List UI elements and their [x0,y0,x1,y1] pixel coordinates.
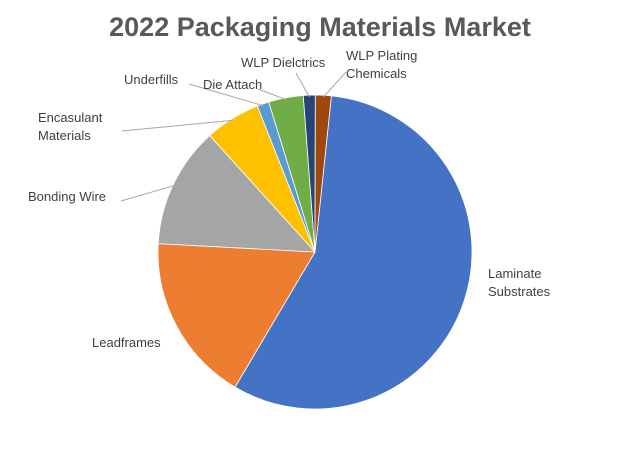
slice-label-wlp-plating-chemicals: WLP Plating Chemicals [346,48,417,81]
leader-line-bonding-wire [120,184,176,202]
pie-slice-wlp-plating-chemicals [314,94,332,253]
pie-slice-laminate-substrates [234,95,473,410]
leader-line-underfills [188,83,264,107]
slice-label-wlp-dielctrics: WLP Dielctrics [241,55,326,70]
pie-slice-bonding-wire [157,134,316,253]
slice-label-leadframes: Leadframes [92,335,161,350]
leader-line-encasulant-materials [121,119,234,132]
slice-label-die-attach: Die Attach [203,77,262,92]
slice-label-bonding-wire: Bonding Wire [28,189,106,204]
slice-label-encasulant-materials: Encasulant Materials [38,110,103,143]
slice-label-underfills: Underfills [124,72,179,87]
slice-label-laminate-substrates: Laminate Substrates [488,266,551,299]
leader-line-die-attach [257,88,287,101]
leader-line-wlp-plating-chemicals [322,71,347,98]
chart-title: 2022 Packaging Materials Market [109,12,531,42]
leader-line-wlp-dielctrics [295,72,310,98]
pie-slice-leadframes [157,243,316,388]
